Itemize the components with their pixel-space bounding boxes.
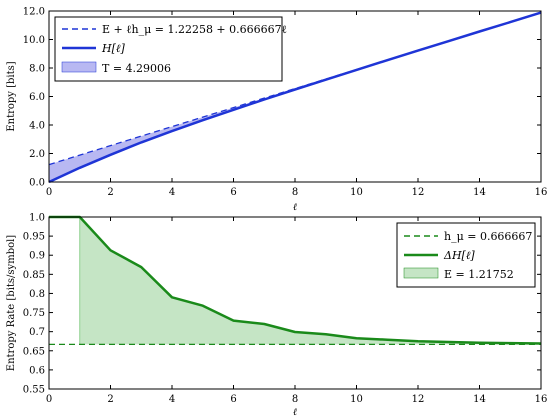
- legend-label-transient-info: T = 4.29006: [102, 62, 171, 75]
- bottom-fill-region: [79, 217, 542, 345]
- bottom-y-tick-label: 0.65: [23, 346, 45, 357]
- legend-label-block-entropy: H[ℓ]: [101, 42, 125, 55]
- top-y-tick-label: 0.0: [29, 178, 45, 189]
- bottom-y-tick-label: 0.55: [23, 385, 45, 396]
- bottom-series-group: [49, 215, 542, 346]
- bottom-x-tick-label: 14: [473, 394, 486, 405]
- bottom-y-tick-label: 0.9: [29, 251, 45, 262]
- top-y-axis-label: Entropy [bits]: [6, 61, 17, 131]
- bottom-x-tick-label: 0: [46, 394, 52, 405]
- bottom-y-tick-label: 0.85: [23, 270, 45, 281]
- bottom-y-tick-label: 0.7: [29, 327, 45, 338]
- top-series-line-0: [48, 11, 542, 166]
- bottom-x-tick-label: 4: [169, 394, 175, 405]
- bottom-x-axis-label: ℓ: [293, 407, 297, 418]
- bottom-y-tick-label: 0.75: [23, 308, 45, 319]
- bottom-y-tick-label: 0.95: [23, 232, 45, 243]
- bottom-x-tick-label: 6: [230, 394, 236, 405]
- top-y-tick-label: 8.0: [29, 64, 45, 75]
- bottom-series-line-1: [49, 215, 542, 345]
- legend-swatch-transient-info: [61, 61, 97, 73]
- top-x-tick-label: 16: [535, 187, 548, 198]
- top-y-tick-label: 4.0: [29, 121, 45, 132]
- bottom-area-fill: [79, 217, 542, 345]
- top-legend: E + ℓh_μ = 1.22258 + 0.666667ℓ H[ℓ] T = …: [54, 16, 287, 82]
- bottom-y-tick-label: 0.6: [29, 365, 45, 376]
- bottom-x-tick-label: 12: [412, 394, 425, 405]
- bottom-y-axis-label: Entropy Rate [bits/symbol]: [6, 235, 17, 372]
- top-x-tick-label: 6: [230, 187, 236, 198]
- top-x-tick-label: 0: [46, 187, 52, 198]
- legend-label-delta-h: ΔH[ℓ]: [443, 249, 475, 262]
- top-plot: 0 2 4 6 8 10 12 14 16 0.0 2.0 4.0 6.0 8.0 10.0 12.0 ℓ E…: [6, 7, 547, 214]
- legend-label-entropy-rate: h_μ = 0.666667: [444, 230, 532, 243]
- top-y-tick-label: 6.0: [29, 92, 45, 103]
- top-x-tick-label: 2: [107, 187, 113, 198]
- top-series-line-1: [48, 11, 542, 184]
- top-x-tick-label: 4: [169, 187, 175, 198]
- top-ticks: 0 2 4 6 8 10 12 14 16 0.0 2.0 4.0 6.0 8.0 10.0 12.0: [23, 7, 548, 199]
- top-x-tick-label: 10: [350, 187, 363, 198]
- legend-label-linear-fit: E + ℓh_μ = 1.22258 + 0.666667ℓ: [102, 23, 287, 36]
- bottom-legend: h_μ = 0.666667 ΔH[ℓ] E = 1.21752: [396, 222, 536, 288]
- bottom-x-tick-label: 16: [535, 394, 548, 405]
- top-x-axis-label: ℓ: [293, 202, 297, 213]
- top-y-tick-label: 2.0: [29, 149, 45, 160]
- bottom-y-tick-label: 0.8: [29, 289, 45, 300]
- top-x-tick-label: 14: [473, 187, 486, 198]
- top-x-tick-label: 8: [292, 187, 298, 198]
- bottom-x-tick-label: 10: [350, 394, 363, 405]
- top-y-tick-label: 10.0: [23, 35, 45, 46]
- bottom-x-tick-label: 8: [292, 394, 298, 405]
- legend-swatch-excess-entropy: [403, 267, 439, 279]
- top-x-tick-label: 12: [412, 187, 425, 198]
- bottom-ticks: 0 2 4 6 8 10 12 14 16 0.55 0.6 0.65 0.7 0.75 0.8 0.85 0.…: [23, 213, 548, 406]
- bottom-plot: 0 2 4 6 8 10 12 14 16 0.55 0.6 0.65 0.7 0.75 0.8 0.85 0.…: [6, 213, 547, 419]
- legend-label-excess-entropy: E = 1.21752: [444, 268, 514, 281]
- top-y-tick-label: 12.0: [23, 7, 45, 18]
- bottom-y-tick-label: 1.0: [29, 213, 45, 224]
- bottom-x-tick-label: 2: [107, 394, 113, 405]
- top-series-group: [48, 11, 542, 184]
